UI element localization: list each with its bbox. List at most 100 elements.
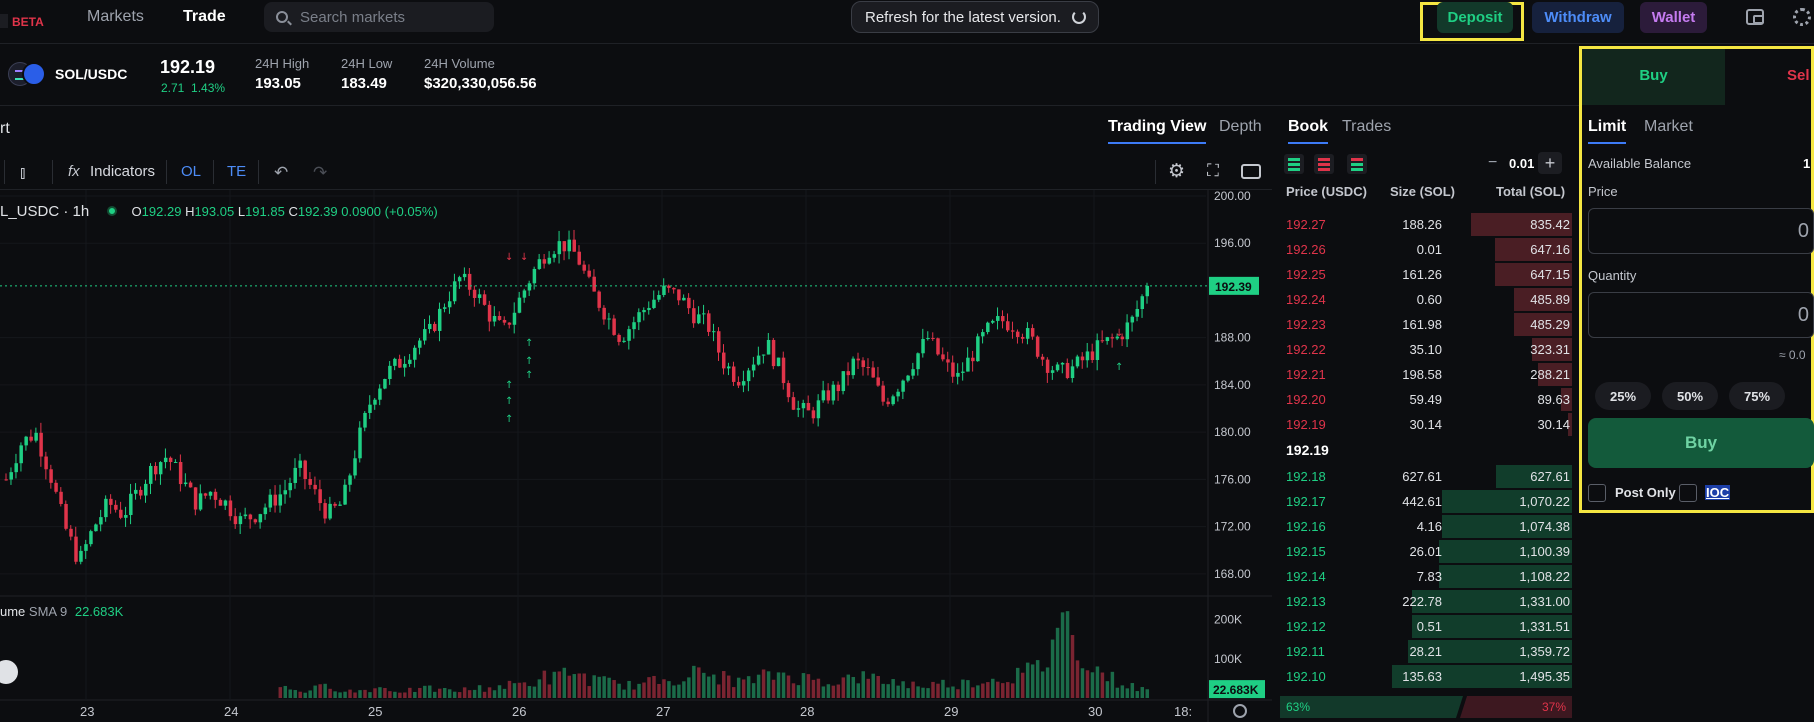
submit-buy-button[interactable]: Buy	[1588, 418, 1814, 468]
market-pair[interactable]: SOL/USDC	[55, 66, 128, 82]
ob-row[interactable]: 192.11 28.21 1,359.72	[1280, 639, 1572, 664]
order-type-limit[interactable]: Limit	[1588, 118, 1627, 144]
ob-row[interactable]: 192.25 161.26 647.15	[1280, 262, 1572, 287]
pct-25-button[interactable]: 25%	[1595, 382, 1651, 410]
book-view-bids-icon[interactable]	[1347, 154, 1367, 174]
pct-75-button[interactable]: 75%	[1729, 382, 1785, 410]
volume-bar	[428, 685, 432, 698]
close-value: 192.39	[297, 204, 338, 219]
book-view-asks-icon[interactable]	[1314, 154, 1334, 174]
nav-link-trade[interactable]: Trade	[183, 8, 226, 25]
volume-bar	[298, 691, 302, 698]
volume-bar	[612, 680, 616, 698]
candle-body	[542, 259, 547, 264]
volume-bar	[512, 683, 517, 698]
ob-row[interactable]: 192.13 222.78 1,331.00	[1280, 589, 1572, 614]
refresh-button[interactable]: Refresh for the latest version.	[851, 1, 1099, 33]
volume-bar	[776, 672, 781, 698]
volume-tick-label: 100K	[1214, 652, 1242, 666]
ob-row[interactable]: 192.10 135.63 1,495.35	[1280, 664, 1572, 689]
order-type-market[interactable]: Market	[1644, 118, 1693, 135]
ob-row[interactable]: 192.12 0.51 1,331.51	[1280, 614, 1572, 639]
sell-tab[interactable]: Sel	[1787, 67, 1810, 84]
candle-body	[213, 491, 218, 500]
ob-row[interactable]: 192.24 0.60 485.89	[1280, 287, 1572, 312]
ob-total: 1,074.38	[1519, 519, 1570, 534]
ob-row[interactable]: 192.14 7.83 1,108.22	[1280, 564, 1572, 589]
time-tick-label: 26	[512, 704, 526, 719]
nav-link-markets[interactable]: Markets	[87, 8, 144, 25]
volume-bar	[323, 683, 327, 698]
candle-body	[338, 504, 342, 506]
quantity-input[interactable]	[1588, 292, 1814, 338]
ol-button[interactable]: OL	[181, 163, 202, 180]
candle-type-icon[interactable]: ⫾	[20, 163, 26, 182]
current-price-tag	[1209, 276, 1259, 295]
volume-bar	[751, 683, 756, 698]
volume-bar	[951, 686, 955, 698]
candle-body	[472, 289, 477, 298]
ob-row[interactable]: 192.16 4.16 1,074.38	[1280, 514, 1572, 539]
pct-50-button[interactable]: 50%	[1662, 382, 1718, 410]
candle-body	[183, 482, 188, 485]
candle-body	[1085, 351, 1090, 361]
deposit-button[interactable]: Deposit	[1437, 2, 1513, 33]
search-input[interactable]	[300, 2, 490, 32]
redo-icon[interactable]: ↷	[313, 163, 328, 182]
chart-settings-icon[interactable]: ⚙	[1168, 161, 1186, 182]
ob-row[interactable]: 192.18 627.61 627.61	[1280, 464, 1572, 489]
undo-icon[interactable]: ↶	[274, 163, 289, 182]
refresh-icon	[1072, 10, 1086, 24]
buy-tab[interactable]: Buy	[1582, 49, 1725, 105]
price-input[interactable]	[1588, 208, 1814, 254]
wallet-icon[interactable]	[1746, 9, 1764, 25]
ob-row[interactable]: 192.22 35.10 323.31	[1280, 337, 1572, 362]
candle-body	[936, 338, 940, 355]
candle-body	[437, 308, 442, 331]
fullscreen-icon[interactable]: ⛶	[1207, 161, 1219, 180]
tab-depth[interactable]: Depth	[1219, 118, 1262, 135]
tick-minus-icon[interactable]: −	[1488, 154, 1498, 171]
indicators-button[interactable]: Indicators	[90, 163, 156, 180]
ob-row[interactable]: 192.15 26.01 1,100.39	[1280, 539, 1572, 564]
candle-body	[452, 281, 457, 302]
te-button[interactable]: TE	[227, 163, 247, 180]
brand[interactable]: BETA	[0, 12, 50, 32]
ob-row[interactable]: 192.26 0.01 647.16	[1280, 237, 1572, 262]
candle-body	[398, 358, 402, 368]
ob-row[interactable]: 192.20 59.49 89.63	[1280, 387, 1572, 412]
wallet-button[interactable]: Wallet	[1640, 2, 1707, 33]
price-chart[interactable]: 200.00 196.00 188.00 184.00 180.00 176.00 172.…	[0, 190, 1272, 722]
volume-bar	[457, 692, 462, 698]
ob-row[interactable]: 192.27 188.26 835.42	[1280, 212, 1572, 237]
tab-book[interactable]: Book	[1288, 118, 1328, 144]
ob-row[interactable]: 192.19 30.14 30.14	[1280, 412, 1572, 437]
camera-icon[interactable]	[1241, 164, 1261, 179]
settings-icon[interactable]	[1793, 8, 1811, 26]
indicators-icon[interactable]: fx	[68, 163, 80, 180]
ioc-checkbox[interactable]	[1679, 484, 1697, 502]
candle-body	[94, 524, 98, 532]
sell-signal-icon: ↓	[520, 252, 528, 263]
ob-row[interactable]: 192.23 161.98 485.29	[1280, 312, 1572, 337]
volume-bar	[806, 674, 811, 698]
withdraw-button[interactable]: Withdraw	[1532, 2, 1624, 33]
post-only-checkbox[interactable]	[1588, 484, 1606, 502]
ob-row[interactable]: 192.21 198.58 288.21	[1280, 362, 1572, 387]
search-box[interactable]	[264, 2, 494, 32]
sol-usdc-icon[interactable]	[8, 62, 46, 86]
candle-body	[1020, 336, 1025, 339]
candle-body	[956, 372, 960, 377]
tab-trades[interactable]: Trades	[1342, 118, 1392, 135]
tick-plus-icon[interactable]: +	[1538, 152, 1562, 174]
book-view-both-icon[interactable]	[1284, 154, 1304, 174]
candle-body	[273, 494, 278, 506]
volume-bar	[472, 689, 477, 698]
candle-body	[916, 353, 920, 370]
ob-size: 30.14	[1409, 417, 1442, 432]
candle-body	[846, 371, 851, 376]
candle-body	[497, 316, 502, 320]
volume-bar	[1065, 611, 1070, 698]
ob-row[interactable]: 192.17 442.61 1,070.22	[1280, 489, 1572, 514]
tab-trading-view[interactable]: Trading View	[1108, 118, 1207, 144]
